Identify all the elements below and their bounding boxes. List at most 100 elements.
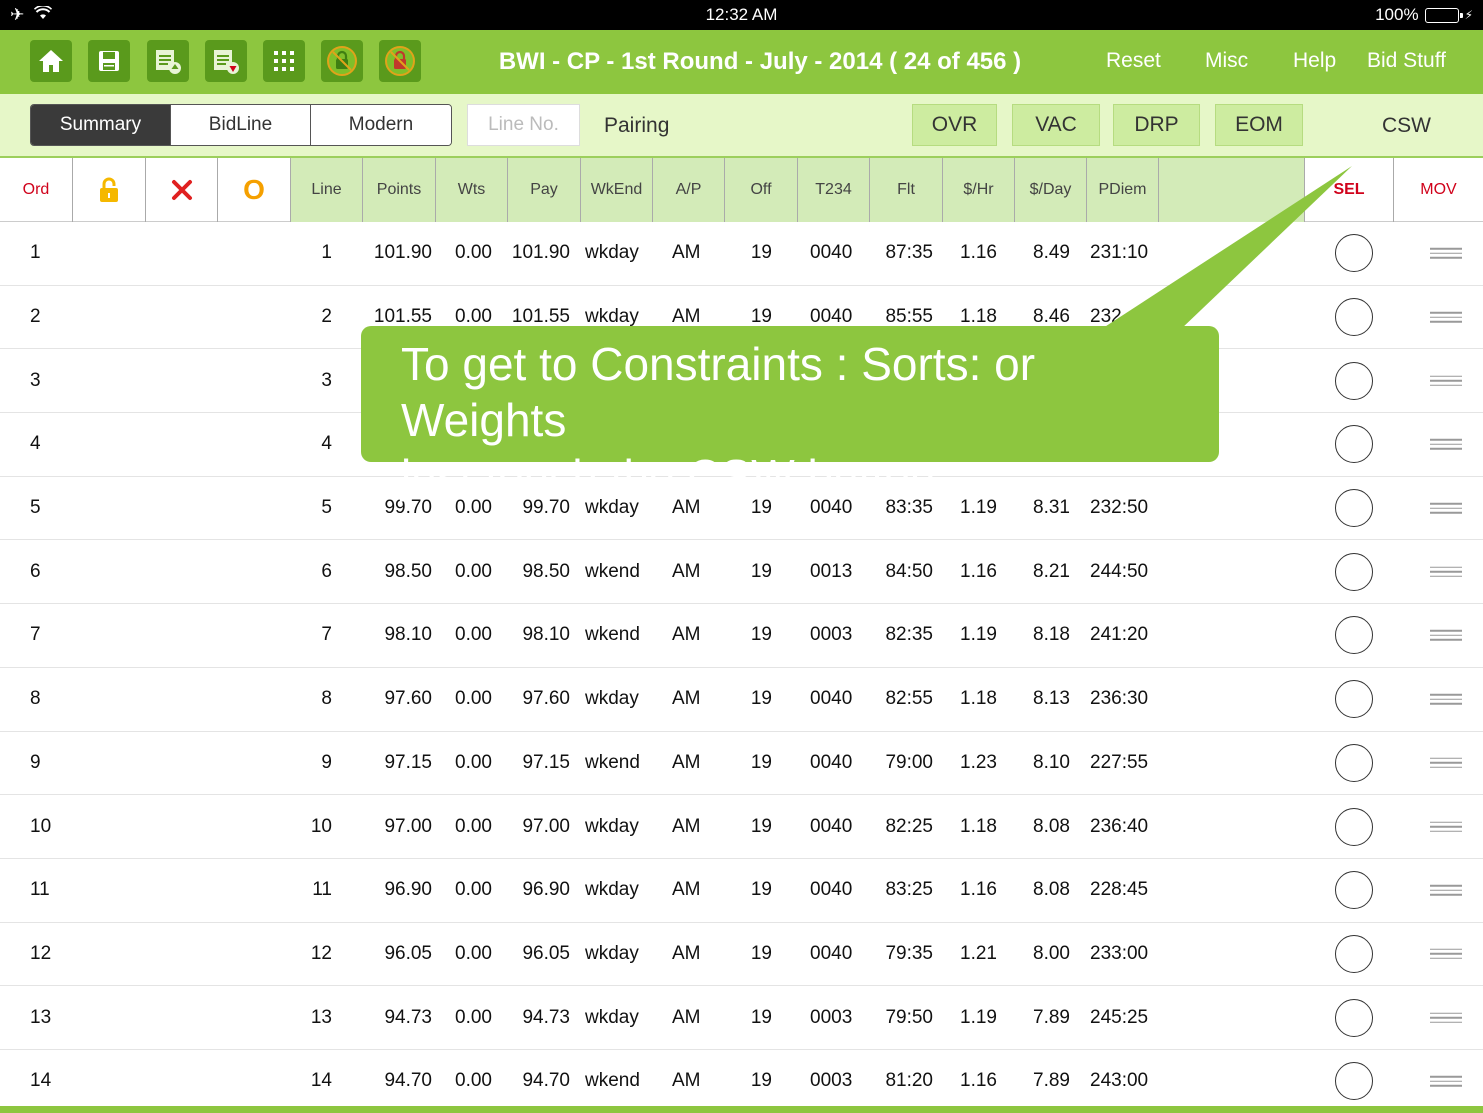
row-points: 101.90 — [373, 242, 432, 264]
table-row[interactable]: 7 7 98.10 0.00 98.10 wkend AM 19 0003 82:35 1.19 8.… — [0, 604, 1483, 668]
select-circle[interactable] — [1335, 489, 1373, 528]
drag-handle-icon[interactable] — [1430, 436, 1462, 453]
drag-handle-icon[interactable] — [1430, 1009, 1462, 1026]
line-no-input[interactable]: Line No. — [467, 104, 580, 146]
drag-handle-icon[interactable] — [1430, 564, 1462, 581]
row-ord: 11 — [30, 879, 50, 901]
table-row[interactable]: 5 5 99.70 0.00 99.70 wkday AM 19 0040 83:35 1.19 8.… — [0, 477, 1483, 541]
row-points: 96.05 — [384, 942, 432, 964]
table-row[interactable]: 9 9 97.15 0.00 97.15 wkend AM 19 0040 79:00 1.23 8.… — [0, 732, 1483, 796]
select-circle[interactable] — [1335, 934, 1373, 973]
column-pdiem[interactable]: PDiem — [1087, 158, 1159, 222]
column-ord[interactable]: Ord — [0, 158, 73, 222]
drag-handle-icon[interactable] — [1430, 691, 1462, 708]
table-row[interactable]: 11 11 96.90 0.00 96.90 wkday AM 19 0040 83:25 1.16… — [0, 859, 1483, 923]
help-button[interactable]: Help — [1293, 49, 1337, 72]
select-circle[interactable] — [1335, 1062, 1373, 1101]
column-pay[interactable]: Pay — [508, 158, 581, 222]
select-circle[interactable] — [1335, 552, 1373, 591]
row-off: 19 — [750, 560, 772, 582]
column-off[interactable]: Off — [725, 158, 798, 222]
column-points[interactable]: Points — [363, 158, 436, 222]
column-t234[interactable]: T234 — [798, 158, 870, 222]
row-ord: 9 — [30, 751, 41, 773]
select-circle[interactable] — [1335, 425, 1373, 464]
lock-column-icon[interactable] — [73, 158, 146, 222]
drag-handle-icon[interactable] — [1430, 500, 1462, 517]
row-pay: 97.00 — [522, 815, 570, 837]
column-day[interactable]: $/Day — [1015, 158, 1087, 222]
row-wts: 0.00 — [455, 1006, 492, 1028]
select-circle[interactable] — [1335, 871, 1373, 910]
table-row[interactable]: 14 14 94.70 0.00 94.70 wkend AM 19 0003 81:20 1.16… — [0, 1050, 1483, 1113]
green-lock-icon[interactable] — [321, 40, 363, 82]
pairing-button[interactable]: Pairing — [604, 114, 670, 137]
row-ap: AM — [672, 688, 701, 710]
column-hr[interactable]: $/Hr — [943, 158, 1015, 222]
column-sel[interactable]: SEL — [1304, 158, 1394, 222]
drag-handle-icon[interactable] — [1430, 818, 1462, 835]
row-hr: 1.19 — [960, 497, 997, 519]
select-circle[interactable] — [1335, 298, 1373, 337]
column-line[interactable]: Line — [291, 158, 363, 222]
drp-button[interactable]: DRP — [1113, 104, 1200, 146]
select-circle[interactable] — [1335, 616, 1373, 655]
tab-summary[interactable]: Summary — [31, 105, 171, 145]
red-lock-icon[interactable] — [379, 40, 421, 82]
select-circle[interactable] — [1335, 998, 1373, 1037]
select-circle[interactable] — [1335, 361, 1373, 400]
table-row[interactable]: 8 8 97.60 0.00 97.60 wkday AM 19 0040 82:55 1.18 8.… — [0, 668, 1483, 732]
vac-button[interactable]: VAC — [1012, 104, 1100, 146]
row-ord: 7 — [30, 624, 41, 646]
select-circle[interactable] — [1335, 234, 1373, 273]
save-icon[interactable] — [88, 40, 130, 82]
column-ap[interactable]: A/P — [653, 158, 725, 222]
drag-handle-icon[interactable] — [1430, 946, 1462, 963]
row-ord: 10 — [30, 815, 52, 837]
tab-modern[interactable]: Modern — [311, 105, 451, 145]
table-row[interactable]: 10 10 97.00 0.00 97.00 wkday AM 19 0040 82:25 1.18… — [0, 795, 1483, 859]
row-flt: 82:35 — [885, 624, 933, 646]
bid-stuff-button[interactable]: Bid Stuff — [1367, 49, 1446, 72]
column-wkend[interactable]: WkEnd — [581, 158, 653, 222]
delete-column-icon[interactable] — [146, 158, 218, 222]
tab-bidline[interactable]: BidLine — [171, 105, 311, 145]
drag-handle-icon[interactable] — [1430, 755, 1462, 772]
table-row[interactable]: 13 13 94.73 0.00 94.73 wkday AM 19 0003 79:50 1.19… — [0, 986, 1483, 1050]
drag-handle-icon[interactable] — [1430, 372, 1462, 389]
row-t234: 0003 — [810, 1070, 853, 1092]
drag-handle-icon[interactable] — [1430, 309, 1462, 326]
drag-handle-icon[interactable] — [1430, 1073, 1462, 1090]
doc-up-icon[interactable] — [147, 40, 189, 82]
doc-down-icon[interactable] — [205, 40, 247, 82]
reset-button[interactable]: Reset — [1106, 49, 1161, 72]
home-icon[interactable] — [30, 40, 72, 82]
grid-icon[interactable] — [263, 40, 305, 82]
select-circle[interactable] — [1335, 807, 1373, 846]
row-pdiem: 233:00 — [1090, 942, 1149, 964]
drag-handle-icon[interactable] — [1430, 627, 1462, 644]
column-flt[interactable]: Flt — [870, 158, 943, 222]
drag-handle-icon[interactable] — [1430, 882, 1462, 899]
row-pay: 101.90 — [511, 242, 570, 264]
column-wts[interactable]: Wts — [436, 158, 508, 222]
column-mov[interactable]: MOV — [1420, 181, 1457, 198]
row-wts: 0.00 — [455, 751, 492, 773]
row-flt: 82:25 — [885, 815, 933, 837]
table-row[interactable]: 1 1 101.90 0.00 101.90 wkday AM 19 0040 87:35 1.16… — [0, 222, 1483, 286]
drag-handle-icon[interactable] — [1430, 245, 1462, 262]
misc-button[interactable]: Misc — [1205, 49, 1249, 72]
csw-button[interactable]: CSW — [1382, 114, 1431, 137]
select-circle[interactable] — [1335, 743, 1373, 782]
table-row[interactable]: 6 6 98.50 0.00 98.50 wkend AM 19 0013 84:50 1.16 8.… — [0, 540, 1483, 605]
view-segmented-control: Summary BidLine Modern — [30, 104, 452, 146]
eom-button[interactable]: EOM — [1215, 104, 1303, 146]
row-ap: AM — [672, 1070, 701, 1092]
row-pay: 98.10 — [522, 624, 570, 646]
table-row[interactable]: 12 12 96.05 0.00 96.05 wkday AM 19 0040 79:35 1.21… — [0, 923, 1483, 987]
o-column-icon[interactable]: O — [218, 158, 291, 222]
ovr-button[interactable]: OVR — [912, 104, 997, 146]
row-flt: 87:35 — [885, 242, 933, 264]
select-circle[interactable] — [1335, 680, 1373, 719]
